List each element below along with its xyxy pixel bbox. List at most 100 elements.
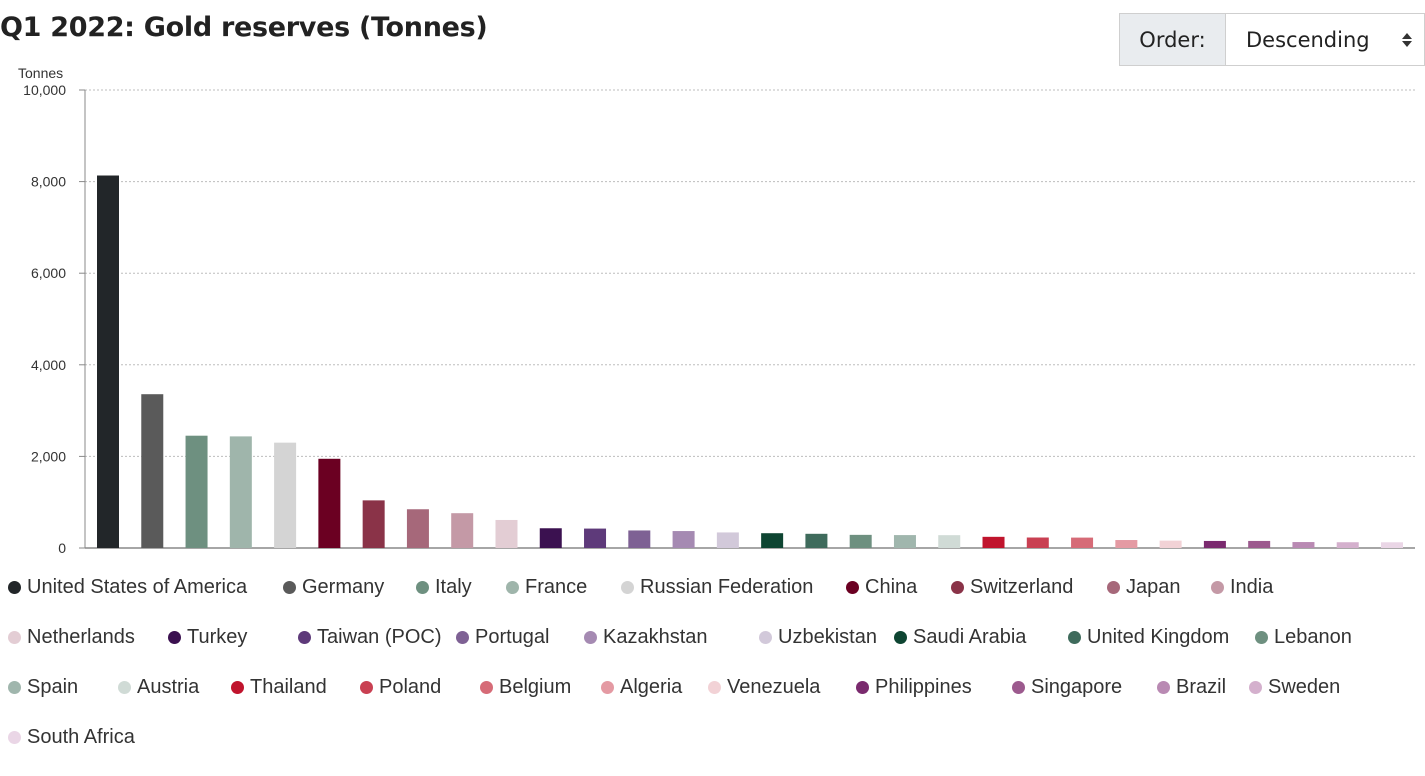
legend-dot-icon — [8, 631, 21, 644]
legend-item[interactable]: Algeria — [601, 676, 682, 699]
legend-label: Japan — [1126, 576, 1181, 598]
legend-item[interactable]: Philippines — [856, 676, 972, 699]
legend-item[interactable]: Russian Federation — [621, 576, 813, 599]
y-tick-label: 4,000 — [31, 357, 66, 373]
select-arrows-icon — [1402, 32, 1412, 47]
legend-item[interactable]: France — [506, 576, 587, 599]
bar-portugal — [628, 530, 651, 548]
legend-row: Spain Austria Thailand Poland Belgium Algeria… — [8, 676, 1418, 726]
legend-item[interactable]: Belgium — [480, 676, 571, 699]
legend-item[interactable]: China — [846, 576, 917, 599]
legend-dot-icon — [1012, 681, 1025, 694]
legend-label: Singapore — [1031, 676, 1123, 698]
legend-item[interactable]: South Africa — [8, 726, 135, 749]
bar-uzbekistan — [716, 532, 739, 548]
legend-item[interactable]: Uzbekistan — [759, 626, 877, 649]
legend-label: India — [1230, 576, 1274, 598]
legend-dot-icon — [601, 681, 614, 694]
legend-dot-icon — [621, 581, 634, 594]
bar-germany — [141, 394, 164, 548]
legend-dot-icon — [456, 631, 469, 644]
bar-sweden — [1336, 542, 1359, 548]
legend-dot-icon — [1107, 581, 1120, 594]
bar-spain — [893, 535, 916, 548]
legend-item[interactable]: Austria — [118, 676, 199, 699]
bar-united-kingdom — [805, 533, 828, 548]
legend-item[interactable]: Kazakhstan — [584, 626, 708, 649]
legend-item[interactable]: Singapore — [1012, 676, 1122, 699]
legend-item[interactable]: Japan — [1107, 576, 1181, 599]
legend-item[interactable]: Germany — [283, 576, 384, 599]
bar-austria — [938, 535, 961, 548]
bar-russian-federation — [274, 442, 297, 548]
bar-algeria — [1115, 540, 1138, 548]
order-select[interactable]: Descending — [1226, 14, 1424, 65]
legend-label: Turkey — [187, 626, 248, 648]
legend-dot-icon — [846, 581, 859, 594]
bar-taiwan-poc- — [584, 528, 607, 548]
legend-label: United Kingdom — [1087, 626, 1230, 648]
legend-label: Russian Federation — [640, 576, 814, 598]
legend-item[interactable]: Saudi Arabia — [894, 626, 1026, 649]
legend-dot-icon — [894, 631, 907, 644]
legend-dot-icon — [584, 631, 597, 644]
legend-dot-icon — [283, 581, 296, 594]
legend-dot-icon — [298, 631, 311, 644]
y-tick-label: 6,000 — [31, 265, 66, 281]
legend-item[interactable]: United Kingdom — [1068, 626, 1229, 649]
legend-item[interactable]: India — [1211, 576, 1273, 599]
legend-dot-icon — [8, 681, 21, 694]
legend-item[interactable]: Spain — [8, 676, 78, 699]
legend-label: United States of America — [27, 576, 248, 598]
legend-item[interactable]: Portugal — [456, 626, 550, 649]
legend-dot-icon — [231, 681, 244, 694]
bar-poland — [1026, 537, 1049, 548]
legend-label: Sweden — [1268, 676, 1341, 698]
legend-label: Venezuela — [727, 676, 821, 698]
legend-item[interactable]: Taiwan (POC) — [298, 626, 441, 649]
legend-item[interactable]: Poland — [360, 676, 441, 699]
legend-item[interactable]: United States of America — [8, 576, 247, 599]
bar-venezuela — [1159, 540, 1182, 548]
legend-item[interactable]: Brazil — [1157, 676, 1226, 699]
bar-japan — [406, 509, 429, 548]
legend-item[interactable]: Italy — [416, 576, 472, 599]
y-tick-label: 0 — [58, 540, 66, 556]
order-select-value: Descending — [1246, 27, 1370, 52]
legend-dot-icon — [1211, 581, 1224, 594]
legend-label: Algeria — [620, 676, 683, 698]
order-label: Order: — [1120, 14, 1226, 65]
legend-dot-icon — [8, 731, 21, 744]
legend-item[interactable]: Switzerland — [951, 576, 1073, 599]
legend-label: Netherlands — [27, 626, 135, 648]
legend-dot-icon — [759, 631, 772, 644]
legend-item[interactable]: Venezuela — [708, 676, 820, 699]
legend-dot-icon — [118, 681, 131, 694]
legend-item[interactable]: Thailand — [231, 676, 327, 699]
legend-dot-icon — [360, 681, 373, 694]
legend-label: Switzerland — [970, 576, 1074, 598]
bar-belgium — [1071, 537, 1094, 548]
bar-turkey — [539, 528, 562, 548]
bar-saudi-arabia — [761, 533, 784, 548]
legend-label: Kazakhstan — [603, 626, 708, 648]
legend-item[interactable]: Turkey — [168, 626, 247, 649]
legend-label: Brazil — [1176, 676, 1227, 698]
legend-dot-icon — [856, 681, 869, 694]
legend-item[interactable]: Sweden — [1249, 676, 1340, 699]
y-tick-label: 10,000 — [23, 82, 66, 98]
bar-south-africa — [1381, 542, 1403, 548]
y-tick-label: 2,000 — [31, 448, 66, 464]
legend-label: Spain — [27, 676, 79, 698]
chart-title: Q1 2022: Gold reserves (Tonnes) — [0, 12, 488, 43]
legend-dot-icon — [168, 631, 181, 644]
bar-lebanon — [849, 534, 872, 548]
legend-label: Germany — [302, 576, 385, 598]
legend-item[interactable]: Lebanon — [1255, 626, 1352, 649]
bar-thailand — [982, 536, 1005, 548]
legend-dot-icon — [1068, 631, 1081, 644]
bar-china — [318, 458, 341, 548]
legend-dot-icon — [480, 681, 493, 694]
legend-item[interactable]: Netherlands — [8, 626, 135, 649]
bar-singapore — [1248, 540, 1271, 548]
